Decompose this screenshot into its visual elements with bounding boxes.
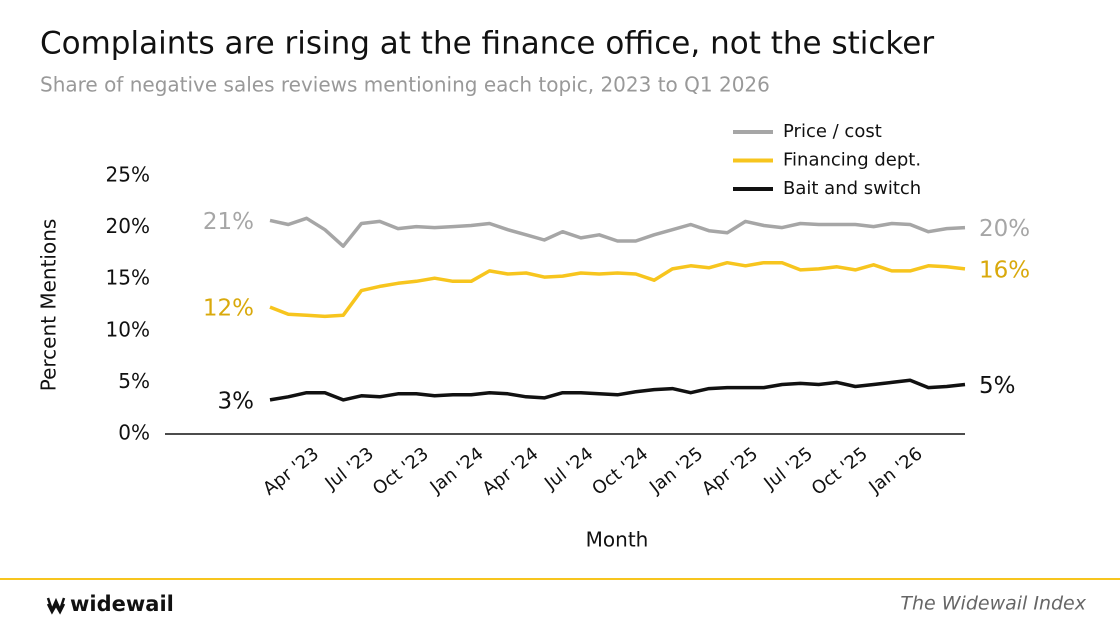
x-tick-label: Apr '23 xyxy=(259,443,323,499)
x-tick-label: Apr '25 xyxy=(698,443,762,499)
y-tick-label: 5% xyxy=(118,369,150,393)
value-label: 21% xyxy=(203,209,254,235)
source: The Widewail Index xyxy=(900,593,1086,615)
series-line xyxy=(269,260,966,319)
value-label: 20% xyxy=(979,216,1030,242)
x-axis-label: Month xyxy=(586,528,649,552)
x-tick-label: Apr '24 xyxy=(479,443,543,499)
legend-label: Price / cost xyxy=(783,121,882,142)
y-axis-label: Percent Mentions xyxy=(37,219,61,392)
x-tick-label: Jul '25 xyxy=(760,443,817,494)
x-tick-label: Jul '24 xyxy=(540,443,597,494)
value-label: 3% xyxy=(218,388,255,414)
x-tick-label: Jan '24 xyxy=(426,443,488,498)
y-tick-label: 15% xyxy=(106,266,150,290)
x-tick-label: Oct '25 xyxy=(808,443,872,499)
series-line xyxy=(269,216,966,248)
y-tick-label: 25% xyxy=(106,163,150,187)
series-line xyxy=(269,378,966,402)
x-tick-label: Jul '23 xyxy=(321,443,378,494)
x-tick-label: Jan '25 xyxy=(645,443,707,498)
brand: widewail xyxy=(70,592,174,616)
x-tick-label: Oct '24 xyxy=(588,443,652,499)
legend-label: Financing dept. xyxy=(783,150,921,171)
chart-subtitle: Share of negative sales reviews mentioni… xyxy=(40,73,770,97)
value-label: 12% xyxy=(203,296,254,322)
x-tick-label: Jan '26 xyxy=(865,443,927,498)
value-label: 5% xyxy=(979,373,1016,399)
value-label: 16% xyxy=(979,257,1030,283)
legend-label: Bait and switch xyxy=(783,178,921,199)
chart-title: Complaints are rising at the finance off… xyxy=(40,26,934,62)
y-tick-label: 0% xyxy=(118,421,150,445)
y-tick-label: 10% xyxy=(106,317,150,341)
y-tick-label: 20% xyxy=(106,214,150,238)
brand-icon xyxy=(46,597,66,615)
x-tick-label: Oct '23 xyxy=(369,443,433,499)
